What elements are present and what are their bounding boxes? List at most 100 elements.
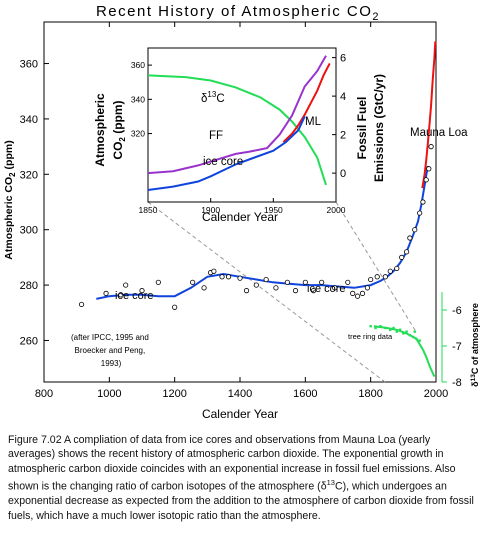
d13c-point: [402, 332, 405, 335]
inset-x-axis-label: Calender Year: [202, 210, 278, 224]
main-y-tick-label: 320: [20, 169, 38, 181]
ice-core-point: [394, 265, 400, 272]
ice-core-point: [172, 304, 178, 310]
ice-core-point: [374, 274, 380, 280]
main-y-axis-label-3: 2: [8, 172, 17, 177]
d13c-point: [379, 325, 382, 328]
main-y-axis-label: Atmospheric CO2 (ppm): [3, 140, 17, 259]
main-y-tick-label: 280: [20, 280, 38, 292]
ice-core-point: [354, 293, 361, 299]
d13c-tick-label: -7: [452, 341, 462, 353]
inset-frame: [147, 47, 337, 203]
main-y-tick-label: 300: [20, 225, 38, 237]
d13c-tick-label: -8: [452, 377, 462, 389]
ice-core-point: [263, 276, 269, 283]
ice-core-point: [428, 144, 434, 150]
main-x-tick-label: 800: [35, 388, 53, 400]
d13c-point: [384, 326, 387, 330]
inset-series-layer: [147, 55, 331, 191]
d13c-point: [374, 326, 377, 330]
caption-suffix: C), which undergoes an exponential decre…: [8, 480, 474, 522]
ice-core-point: [201, 285, 207, 291]
inset-d13c-tail: C: [216, 93, 224, 105]
d13c-point: [398, 328, 402, 331]
d13c-point: [408, 334, 412, 337]
ice-core-point: [382, 274, 388, 280]
inset-x-tick-label: 1900: [201, 205, 220, 215]
d13c-point: [413, 330, 416, 333]
d13c-point: [415, 337, 418, 340]
inset-left-axis-label: Atmospheric: [93, 93, 107, 167]
ice-core-point: [273, 285, 279, 291]
inset-left-tick-label: 360: [131, 60, 145, 70]
citation-line-3: 1993): [101, 359, 122, 368]
ice-core-point: [292, 288, 299, 294]
tree-ring-label: tree ring data: [348, 332, 393, 341]
ice-core-point: [407, 235, 413, 241]
ice-core-point: [123, 282, 129, 288]
d13c-tick-label: -6: [452, 305, 462, 317]
main-x-tick-label: 1600: [293, 388, 317, 400]
chart-title-subscript: 2: [372, 11, 380, 23]
citation-line-1: (after IPCC, 1995 and: [71, 333, 149, 342]
ice-core-point: [78, 301, 85, 308]
inset-series-ice-core-line: [147, 115, 306, 191]
inset-ml-label: ML: [305, 116, 322, 128]
main-y-tick-label: 260: [20, 335, 38, 347]
inset-left-axis-label-2: CO2 (ppm): [111, 100, 127, 159]
inset-series-ml-line: [282, 62, 331, 143]
inset-d13c-delta: δ: [201, 93, 207, 105]
figure-caption: Figure 7.02 A compliation of data from i…: [8, 433, 478, 523]
ice-core-point: [155, 279, 161, 285]
inset-right-tick-label: 2: [340, 130, 346, 142]
main-y-tick-label: 360: [20, 59, 38, 71]
chart-title: Recent History of Atmospheric CO2: [96, 3, 380, 23]
ice-core-point: [103, 290, 109, 296]
inset-d13c-sup: 13: [207, 90, 216, 99]
caption-delta: δ: [320, 480, 327, 493]
inset-x-tick-label: 1950: [264, 205, 283, 215]
ice-core-point: [118, 292, 124, 298]
main-x-tick-label: 1000: [97, 388, 121, 400]
inset-series-13c-line: [147, 74, 327, 186]
ice-core-point: [139, 288, 145, 294]
inset-d13c-label: δ13C: [201, 90, 225, 105]
ice-core-point: [319, 279, 325, 285]
main-y-axis-label-1: Atmospheric: [3, 195, 15, 259]
d13c-axis-label: δ13C of atmosphere: [470, 303, 480, 387]
main-x-tick-label: 2000: [424, 388, 448, 400]
ice-core-point: [190, 279, 196, 285]
main-x-axis: 800 1000 1200 1400 1600 1800 2000: [35, 22, 448, 400]
main-y-axis: 260 280 300 320 340 360: [20, 59, 49, 347]
inset-ice-core-label: ice core: [203, 156, 243, 168]
ice-core-label-right: ice core: [307, 283, 346, 295]
ice-core-point: [284, 279, 290, 285]
caption-prefix: Figure 7.02 A compliation of data from i…: [8, 434, 456, 493]
inset-right-tick-label: 0: [340, 168, 346, 180]
mauna-loa-line: [421, 41, 437, 189]
caption-sup: 13: [326, 478, 335, 488]
inset-left-tick-label: 320: [131, 129, 145, 139]
inset-connector-right: [335, 201, 416, 331]
inset-left-axis-label-co: CO: [111, 142, 125, 160]
ice-core-point: [237, 275, 243, 281]
ice-core-point: [364, 285, 370, 291]
inset-right-axis-label-2: Emissions (GtC/yr): [372, 74, 386, 182]
ice-core-point: [426, 166, 432, 172]
ice-core-point: [387, 268, 393, 274]
main-x-tick-label: 1800: [358, 388, 382, 400]
ice-core-point: [345, 279, 351, 285]
d13c-axis-label-3: C of atmosphere: [470, 303, 480, 374]
ice-core-point: [423, 177, 429, 183]
main-x-tick-label: 1400: [228, 388, 252, 400]
inset-x-tick-label: 2000: [327, 205, 346, 215]
ice-core-point: [225, 274, 232, 280]
d13c-axis: -6 -7 -8: [442, 305, 462, 389]
ice-core-point: [417, 210, 423, 216]
inset-connector-left: [147, 201, 386, 383]
main-x-axis-label: Calender Year: [202, 407, 278, 421]
ice-core-point: [359, 290, 366, 296]
ice-core-point: [211, 268, 217, 274]
main-y-tick-label: 340: [20, 114, 38, 126]
inset-right-axis-label-1: Fossil Fuel: [355, 97, 369, 160]
